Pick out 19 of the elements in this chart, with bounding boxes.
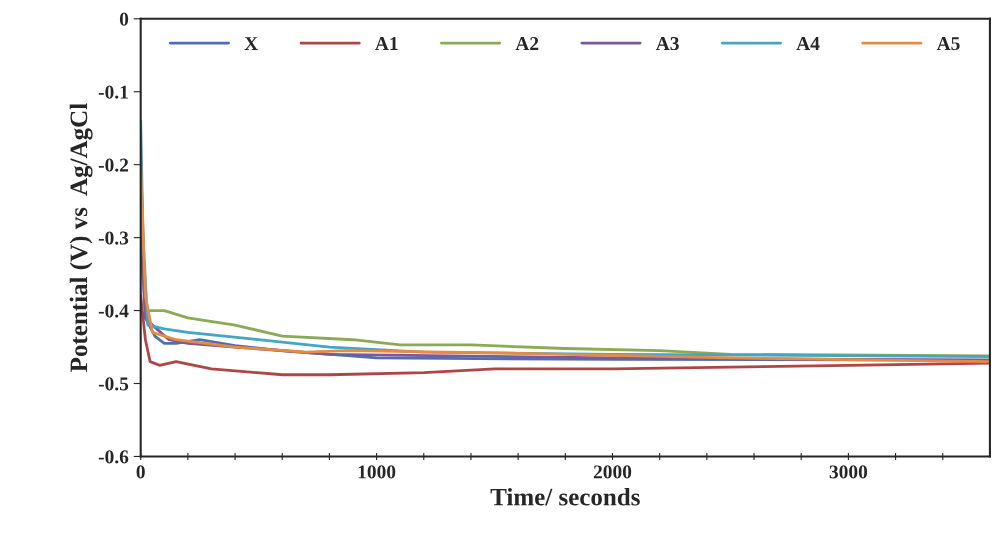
legend-label: A1 (375, 37, 398, 50)
x-tick-label: 0 (136, 465, 145, 479)
y-tick-label: -0.5 (98, 377, 129, 391)
x-axis-title: Time/ seconds (490, 487, 640, 506)
x-tick-label: 1000 (358, 465, 396, 479)
y-tick-label: -0.3 (98, 231, 129, 245)
y-tick-label: -0.2 (98, 158, 129, 172)
y-tick-label: 0 (119, 12, 129, 26)
legend-label: X (244, 37, 258, 50)
y-tick-label: -0.6 (98, 450, 129, 464)
legend-label: A4 (796, 37, 820, 50)
legend-label: A3 (655, 37, 679, 51)
y-axis-title: Potential (V) vs Ag/AgCl (69, 103, 93, 372)
x-tick-label: 3000 (829, 465, 868, 479)
legend-label: A2 (515, 37, 539, 50)
y-tick-label: -0.4 (98, 304, 129, 318)
legend-label: A5 (936, 37, 960, 51)
x-tick-label: 2000 (593, 465, 632, 479)
y-tick-label: -0.1 (98, 85, 128, 99)
